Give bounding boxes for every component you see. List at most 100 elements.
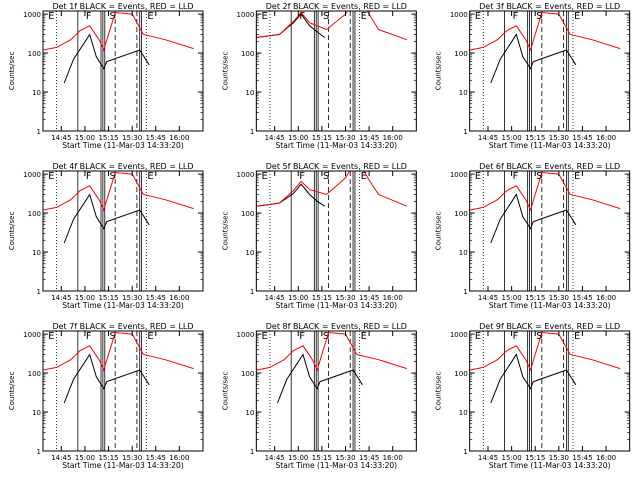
phase-marker-label: S bbox=[536, 171, 542, 182]
panel-title: Det 5f BLACK = Events, RED = LLD bbox=[266, 162, 407, 171]
x-tick-label: 15:15 bbox=[312, 454, 332, 462]
phase-marker-label: F bbox=[86, 11, 92, 22]
time-markers bbox=[269, 11, 361, 131]
y-tick-label: 1000 bbox=[23, 11, 41, 19]
x-axis-label: Start Time (11-Mar-03 14:33:20) bbox=[276, 141, 398, 150]
x-tick-label: 16:00 bbox=[383, 454, 403, 462]
x-tick-label: 14:45 bbox=[265, 454, 285, 462]
plot-frame bbox=[469, 170, 631, 292]
panel-title: Det 6f BLACK = Events, RED = LLD bbox=[479, 162, 620, 171]
x-tick-label: 14:45 bbox=[51, 294, 71, 302]
x-tick-label: 15:00 bbox=[502, 454, 522, 462]
x-tick-label: 15:30 bbox=[122, 294, 142, 302]
x-tick-label: 16:00 bbox=[383, 134, 403, 142]
y-tick-label: 100 bbox=[28, 370, 41, 378]
y-tick-label: 10 bbox=[32, 89, 41, 97]
phase-marker-label: S bbox=[323, 331, 329, 342]
phase-marker-label: E bbox=[48, 11, 54, 22]
panel-title: Det 7f BLACK = Events, RED = LLD bbox=[52, 322, 193, 331]
time-markers bbox=[482, 11, 574, 131]
phase-marker-label: E bbox=[574, 11, 580, 22]
y-tick-label: 1 bbox=[250, 448, 254, 456]
plot-frame bbox=[469, 10, 631, 132]
y-axis-label: Counts/sec bbox=[8, 212, 16, 251]
x-tick-label: 15:45 bbox=[359, 134, 379, 142]
y-tick-label: 10 bbox=[459, 249, 468, 257]
phase-marker-label: E bbox=[147, 11, 153, 22]
x-tick-label: 16:00 bbox=[169, 134, 189, 142]
phase-marker-label: S bbox=[536, 331, 542, 342]
x-tick-label: 15:00 bbox=[75, 294, 95, 302]
panel-title: Det 1f BLACK = Events, RED = LLD bbox=[52, 2, 193, 11]
series-line-lld bbox=[469, 171, 621, 212]
plot-frame bbox=[255, 330, 417, 452]
series-line-events bbox=[63, 193, 150, 244]
panel-title: Det 8f BLACK = Events, RED = LLD bbox=[266, 322, 407, 331]
panel-title: Det 9f BLACK = Events, RED = LLD bbox=[479, 322, 620, 331]
y-tick-label: 1000 bbox=[450, 331, 468, 339]
y-tick-label: 1000 bbox=[450, 171, 468, 179]
x-tick-label: 14:45 bbox=[478, 134, 498, 142]
series-line-events bbox=[490, 33, 577, 84]
x-tick-label: 16:00 bbox=[383, 294, 403, 302]
y-tick-label: 1000 bbox=[450, 11, 468, 19]
x-tick-label: 15:15 bbox=[98, 294, 118, 302]
y-tick-label: 1 bbox=[463, 448, 467, 456]
x-tick-label: 16:00 bbox=[596, 454, 616, 462]
x-tick-label: 15:30 bbox=[549, 454, 569, 462]
phase-marker-label: E bbox=[475, 11, 481, 22]
phase-marker-label: E bbox=[475, 171, 481, 182]
x-tick-label: 15:00 bbox=[75, 134, 95, 142]
x-tick-label: 15:45 bbox=[572, 134, 592, 142]
x-tick-label: 15:30 bbox=[549, 294, 569, 302]
y-tick-label: 1 bbox=[37, 128, 41, 136]
time-markers bbox=[56, 171, 147, 291]
phase-marker-label: F bbox=[86, 171, 92, 182]
x-tick-label: 15:00 bbox=[288, 134, 308, 142]
y-tick-label: 100 bbox=[454, 210, 467, 218]
phase-marker-label: F bbox=[513, 11, 519, 22]
x-tick-label: 15:45 bbox=[572, 294, 592, 302]
y-tick-label: 1000 bbox=[237, 11, 255, 19]
x-tick-label: 15:00 bbox=[288, 454, 308, 462]
y-tick-label: 1 bbox=[37, 448, 41, 456]
x-tick-label: 15:30 bbox=[122, 454, 142, 462]
x-tick-label: 15:30 bbox=[335, 454, 355, 462]
phase-marker-label: E bbox=[147, 171, 153, 182]
phase-marker-label: S bbox=[323, 171, 329, 182]
phase-marker-label: S bbox=[110, 331, 116, 342]
y-tick-label: 100 bbox=[454, 50, 467, 58]
y-tick-label: 1000 bbox=[23, 331, 41, 339]
time-markers bbox=[269, 171, 361, 291]
y-axis-label: Counts/sec bbox=[221, 212, 229, 251]
y-tick-label: 10 bbox=[32, 249, 41, 257]
x-tick-label: 15:00 bbox=[75, 454, 95, 462]
x-tick-label: 15:15 bbox=[98, 454, 118, 462]
phase-marker-label: S bbox=[110, 171, 116, 182]
x-tick-label: 15:45 bbox=[146, 134, 166, 142]
y-tick-label: 1 bbox=[463, 288, 467, 296]
y-tick-label: 10 bbox=[245, 409, 254, 417]
y-tick-label: 1 bbox=[37, 288, 41, 296]
y-tick-label: 10 bbox=[245, 249, 254, 257]
y-tick-label: 1000 bbox=[23, 171, 41, 179]
x-axis-label: Start Time (11-Mar-03 14:33:20) bbox=[62, 301, 184, 310]
series-line-lld bbox=[469, 11, 621, 52]
time-markers bbox=[482, 171, 574, 291]
y-axis-label: Counts/sec bbox=[435, 212, 443, 251]
x-tick-label: 15:15 bbox=[312, 294, 332, 302]
phase-marker-label: S bbox=[536, 11, 542, 22]
y-tick-label: 1 bbox=[250, 288, 254, 296]
x-tick-label: 15:00 bbox=[502, 134, 522, 142]
phase-marker-label: E bbox=[48, 171, 54, 182]
y-tick-label: 100 bbox=[241, 210, 254, 218]
plot-frame bbox=[255, 10, 417, 132]
x-tick-label: 15:00 bbox=[502, 294, 522, 302]
y-axis-label: Counts/sec bbox=[8, 372, 16, 411]
